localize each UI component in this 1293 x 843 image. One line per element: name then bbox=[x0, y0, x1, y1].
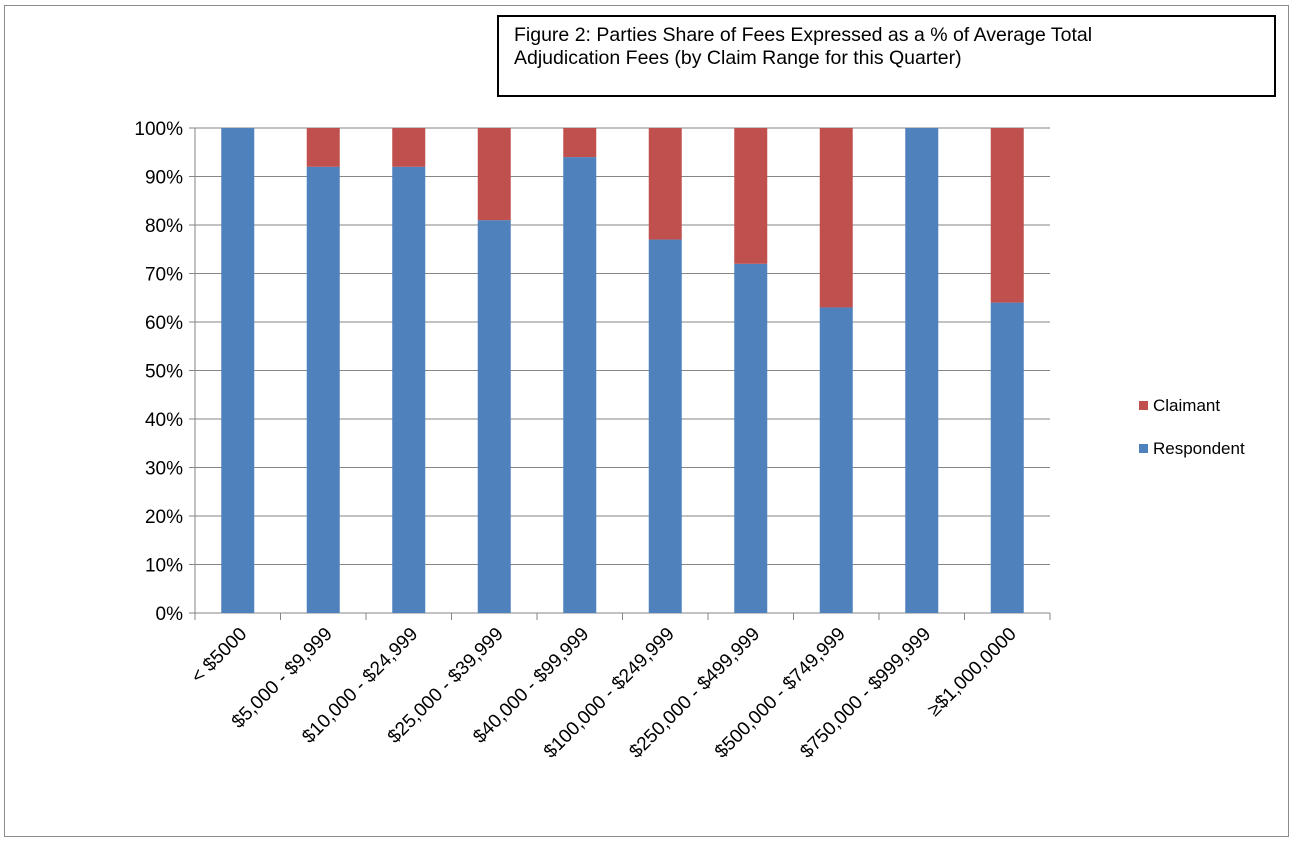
bar-claimant bbox=[648, 128, 682, 240]
y-axis-tick-label: 80% bbox=[145, 216, 183, 237]
bar-claimant bbox=[392, 128, 426, 167]
y-axis-tick-label: 30% bbox=[145, 459, 183, 480]
chart-title-line-1: Figure 2: Parties Share of Fees Expresse… bbox=[514, 24, 1093, 46]
legend-label-respondent: Respondent bbox=[1153, 439, 1245, 458]
legend: Claimant Respondent bbox=[1139, 396, 1245, 458]
bar-respondent bbox=[819, 307, 853, 613]
bar-respondent bbox=[477, 220, 511, 613]
bar-respondent bbox=[734, 263, 768, 613]
bar-claimant bbox=[563, 128, 597, 158]
bar-claimant bbox=[306, 128, 340, 167]
y-axis-tick-label: 60% bbox=[145, 313, 183, 334]
legend-swatch-claimant bbox=[1139, 401, 1148, 410]
bar-claimant bbox=[477, 128, 511, 221]
chart-area bbox=[4, 5, 1289, 837]
bar-claimant bbox=[990, 128, 1024, 303]
bar-respondent bbox=[221, 128, 255, 613]
bar-claimant bbox=[819, 128, 853, 308]
bar-respondent bbox=[563, 157, 597, 613]
y-axis-tick-label: 100% bbox=[134, 119, 183, 140]
chart-title-line-2: Adjudication Fees (by Claim Range for th… bbox=[514, 47, 962, 69]
legend-label-claimant: Claimant bbox=[1153, 396, 1220, 415]
y-axis-tick-label: 0% bbox=[156, 604, 184, 625]
bar-respondent bbox=[392, 166, 426, 614]
x-axis-tick-labels: < $5000$5,000 - $9,999$10,000 - $24,999$… bbox=[187, 624, 1020, 763]
x-axis-tick-label: ≥$1,000,0000 bbox=[924, 624, 1021, 721]
bars bbox=[221, 128, 1024, 614]
y-axis-tick-label: 10% bbox=[145, 556, 183, 577]
y-axis-tick-label: 50% bbox=[145, 362, 183, 383]
chart-title-box: Figure 2: Parties Share of Fees Expresse… bbox=[497, 15, 1276, 97]
legend-swatch-respondent bbox=[1139, 444, 1148, 453]
bar-respondent bbox=[990, 302, 1024, 613]
y-axis-tick-label: 70% bbox=[145, 265, 183, 286]
x-axis-tick-label: < $5000 bbox=[187, 624, 251, 688]
bar-claimant bbox=[734, 128, 768, 264]
y-axis-tick-label: 20% bbox=[145, 507, 183, 528]
bar-respondent bbox=[905, 128, 939, 613]
y-axis-tick-labels: 0% 10% 20% 30% 40% 50% 60% 70% 80% 90% 100% bbox=[134, 119, 183, 625]
bar-respondent bbox=[648, 239, 682, 614]
bar-respondent bbox=[306, 166, 340, 614]
y-axis-tick-label: 40% bbox=[145, 410, 183, 431]
y-axis-tick-label: 90% bbox=[145, 168, 183, 189]
